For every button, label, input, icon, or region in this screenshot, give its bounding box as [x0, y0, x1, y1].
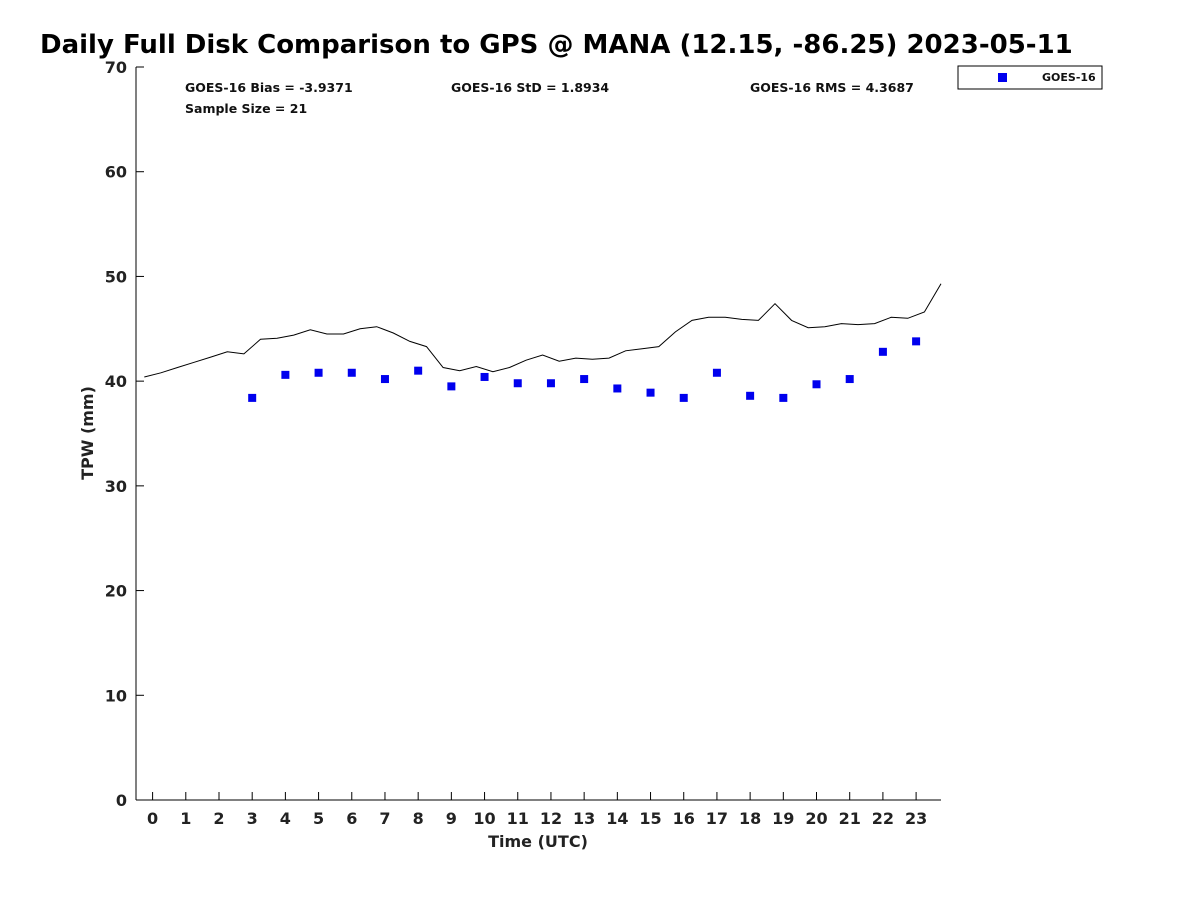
- goes16-point: [580, 375, 589, 384]
- x-tick-label: 20: [805, 809, 827, 828]
- x-tick-label: 8: [413, 809, 424, 828]
- legend-marker-icon: [998, 73, 1007, 82]
- axes: [135, 67, 941, 801]
- y-axis-label: TPW (mm): [78, 386, 97, 480]
- goes16-point: [546, 379, 555, 388]
- goes16-point: [380, 375, 389, 384]
- goes16-point: [613, 384, 622, 393]
- x-tick-label: 17: [706, 809, 728, 828]
- x-tick-label: 22: [872, 809, 894, 828]
- y-tick-label: 40: [105, 372, 127, 391]
- x-tick-label: 7: [379, 809, 390, 828]
- x-tick-label: 18: [739, 809, 761, 828]
- x-tick-label: 5: [313, 809, 324, 828]
- goes16-point: [845, 375, 854, 384]
- goes16-point: [712, 368, 721, 377]
- x-tick-label: 13: [573, 809, 595, 828]
- x-tick-label: 21: [839, 809, 861, 828]
- goes16-point: [447, 382, 456, 391]
- y-ticks: 0 10 20 30 40 50 60 70: [105, 58, 144, 810]
- x-tick-label: 9: [446, 809, 457, 828]
- x-tick-label: 3: [247, 809, 258, 828]
- goes16-point: [314, 368, 323, 377]
- x-tick-label: 1: [180, 809, 191, 828]
- goes16-point: [779, 393, 788, 402]
- y-tick-label: 10: [105, 686, 127, 705]
- y-tick-label: 20: [105, 582, 127, 601]
- x-tick-label: 4: [280, 809, 291, 828]
- y-tick-label: 50: [105, 267, 127, 286]
- bias-stat: GOES-16 Bias = -3.9371: [185, 80, 353, 95]
- goes16-point: [679, 393, 688, 402]
- goes16-point: [248, 393, 257, 402]
- x-ticks: 0 1 2 3 4 5 6 7 8 9 10 11 12 13 14 15 16 17 18 19 20 21 22 23: [147, 792, 927, 828]
- y-tick-label: 70: [105, 58, 127, 77]
- goes16-point: [878, 347, 887, 356]
- chart-title: Daily Full Disk Comparison to GPS @ MANA…: [40, 30, 1073, 60]
- goes16-markers: [248, 337, 921, 402]
- goes16-point: [480, 372, 489, 381]
- goes16-point: [812, 380, 821, 389]
- goes16-point: [746, 391, 755, 400]
- x-tick-label: 10: [473, 809, 495, 828]
- rms-stat: GOES-16 RMS = 4.3687: [750, 80, 914, 95]
- goes16-point: [347, 368, 356, 377]
- y-tick-label: 60: [105, 163, 127, 182]
- x-tick-label: 12: [540, 809, 562, 828]
- legend-box: [957, 65, 1103, 90]
- x-tick-label: 14: [606, 809, 628, 828]
- x-tick-label: 16: [673, 809, 695, 828]
- gps-tpw-line: [144, 283, 942, 378]
- y-tick-label: 0: [116, 791, 127, 810]
- goes16-point: [912, 337, 921, 346]
- std-stat: GOES-16 StD = 1.8934: [451, 80, 609, 95]
- x-axis-label: Time (UTC): [488, 832, 588, 851]
- goes16-point: [281, 370, 290, 379]
- x-tick-label: 19: [772, 809, 794, 828]
- x-tick-label: 15: [639, 809, 661, 828]
- x-tick-label: 11: [507, 809, 529, 828]
- y-tick-label: 30: [105, 477, 127, 496]
- x-tick-label: 2: [213, 809, 224, 828]
- x-tick-label: 6: [346, 809, 357, 828]
- legend: GOES-16: [957, 65, 1103, 90]
- goes16-point: [513, 379, 522, 388]
- goes16-point: [414, 366, 423, 375]
- x-tick-label: 0: [147, 809, 158, 828]
- legend-label: GOES-16: [1042, 71, 1096, 84]
- goes16-point: [646, 388, 655, 397]
- x-tick-label: 23: [905, 809, 927, 828]
- sample-size-stat: Sample Size = 21: [185, 101, 307, 116]
